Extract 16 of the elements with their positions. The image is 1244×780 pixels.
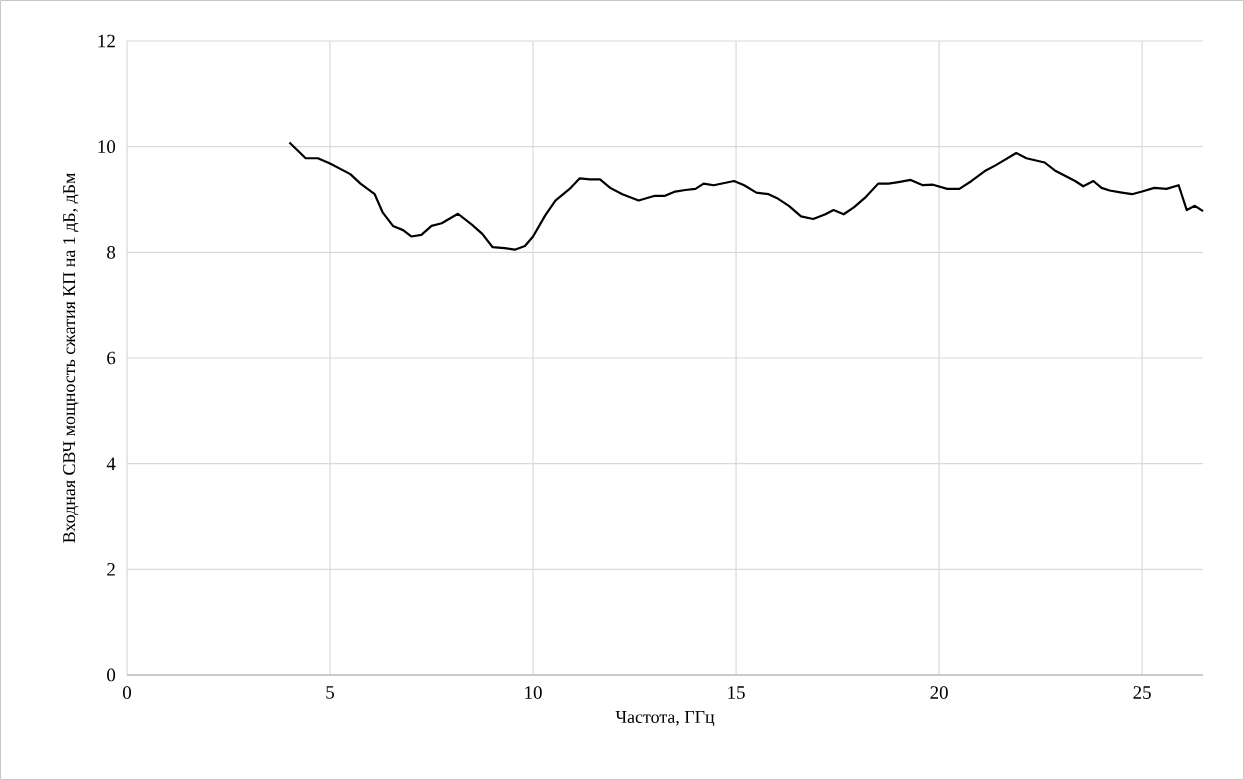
x-tick-label: 20 (930, 686, 948, 699)
x-tick-label: 10 (525, 686, 542, 699)
y-tick-label: 6 (107, 351, 116, 365)
x-axis-title: Частота, ГГц (615, 711, 715, 727)
y-tick-label: 10 (98, 140, 116, 154)
x-tick-label: 15 (728, 686, 745, 699)
y-tick-label: 0 (107, 668, 116, 682)
y-tick-label: 8 (107, 245, 116, 259)
x-tick-label: 0 (123, 686, 132, 699)
line-series (288, 141, 1205, 251)
y-tick-label: 4 (106, 457, 116, 470)
y-tick-label: 2 (107, 563, 115, 576)
x-tick-label: 5 (326, 686, 335, 699)
x-tick-label: 25 (1133, 686, 1151, 699)
y-tick-label: 12 (98, 34, 115, 48)
y-axis-title: Входная СВЧ мощность сжатия КП на 1 дБ, дБм (63, 173, 79, 543)
